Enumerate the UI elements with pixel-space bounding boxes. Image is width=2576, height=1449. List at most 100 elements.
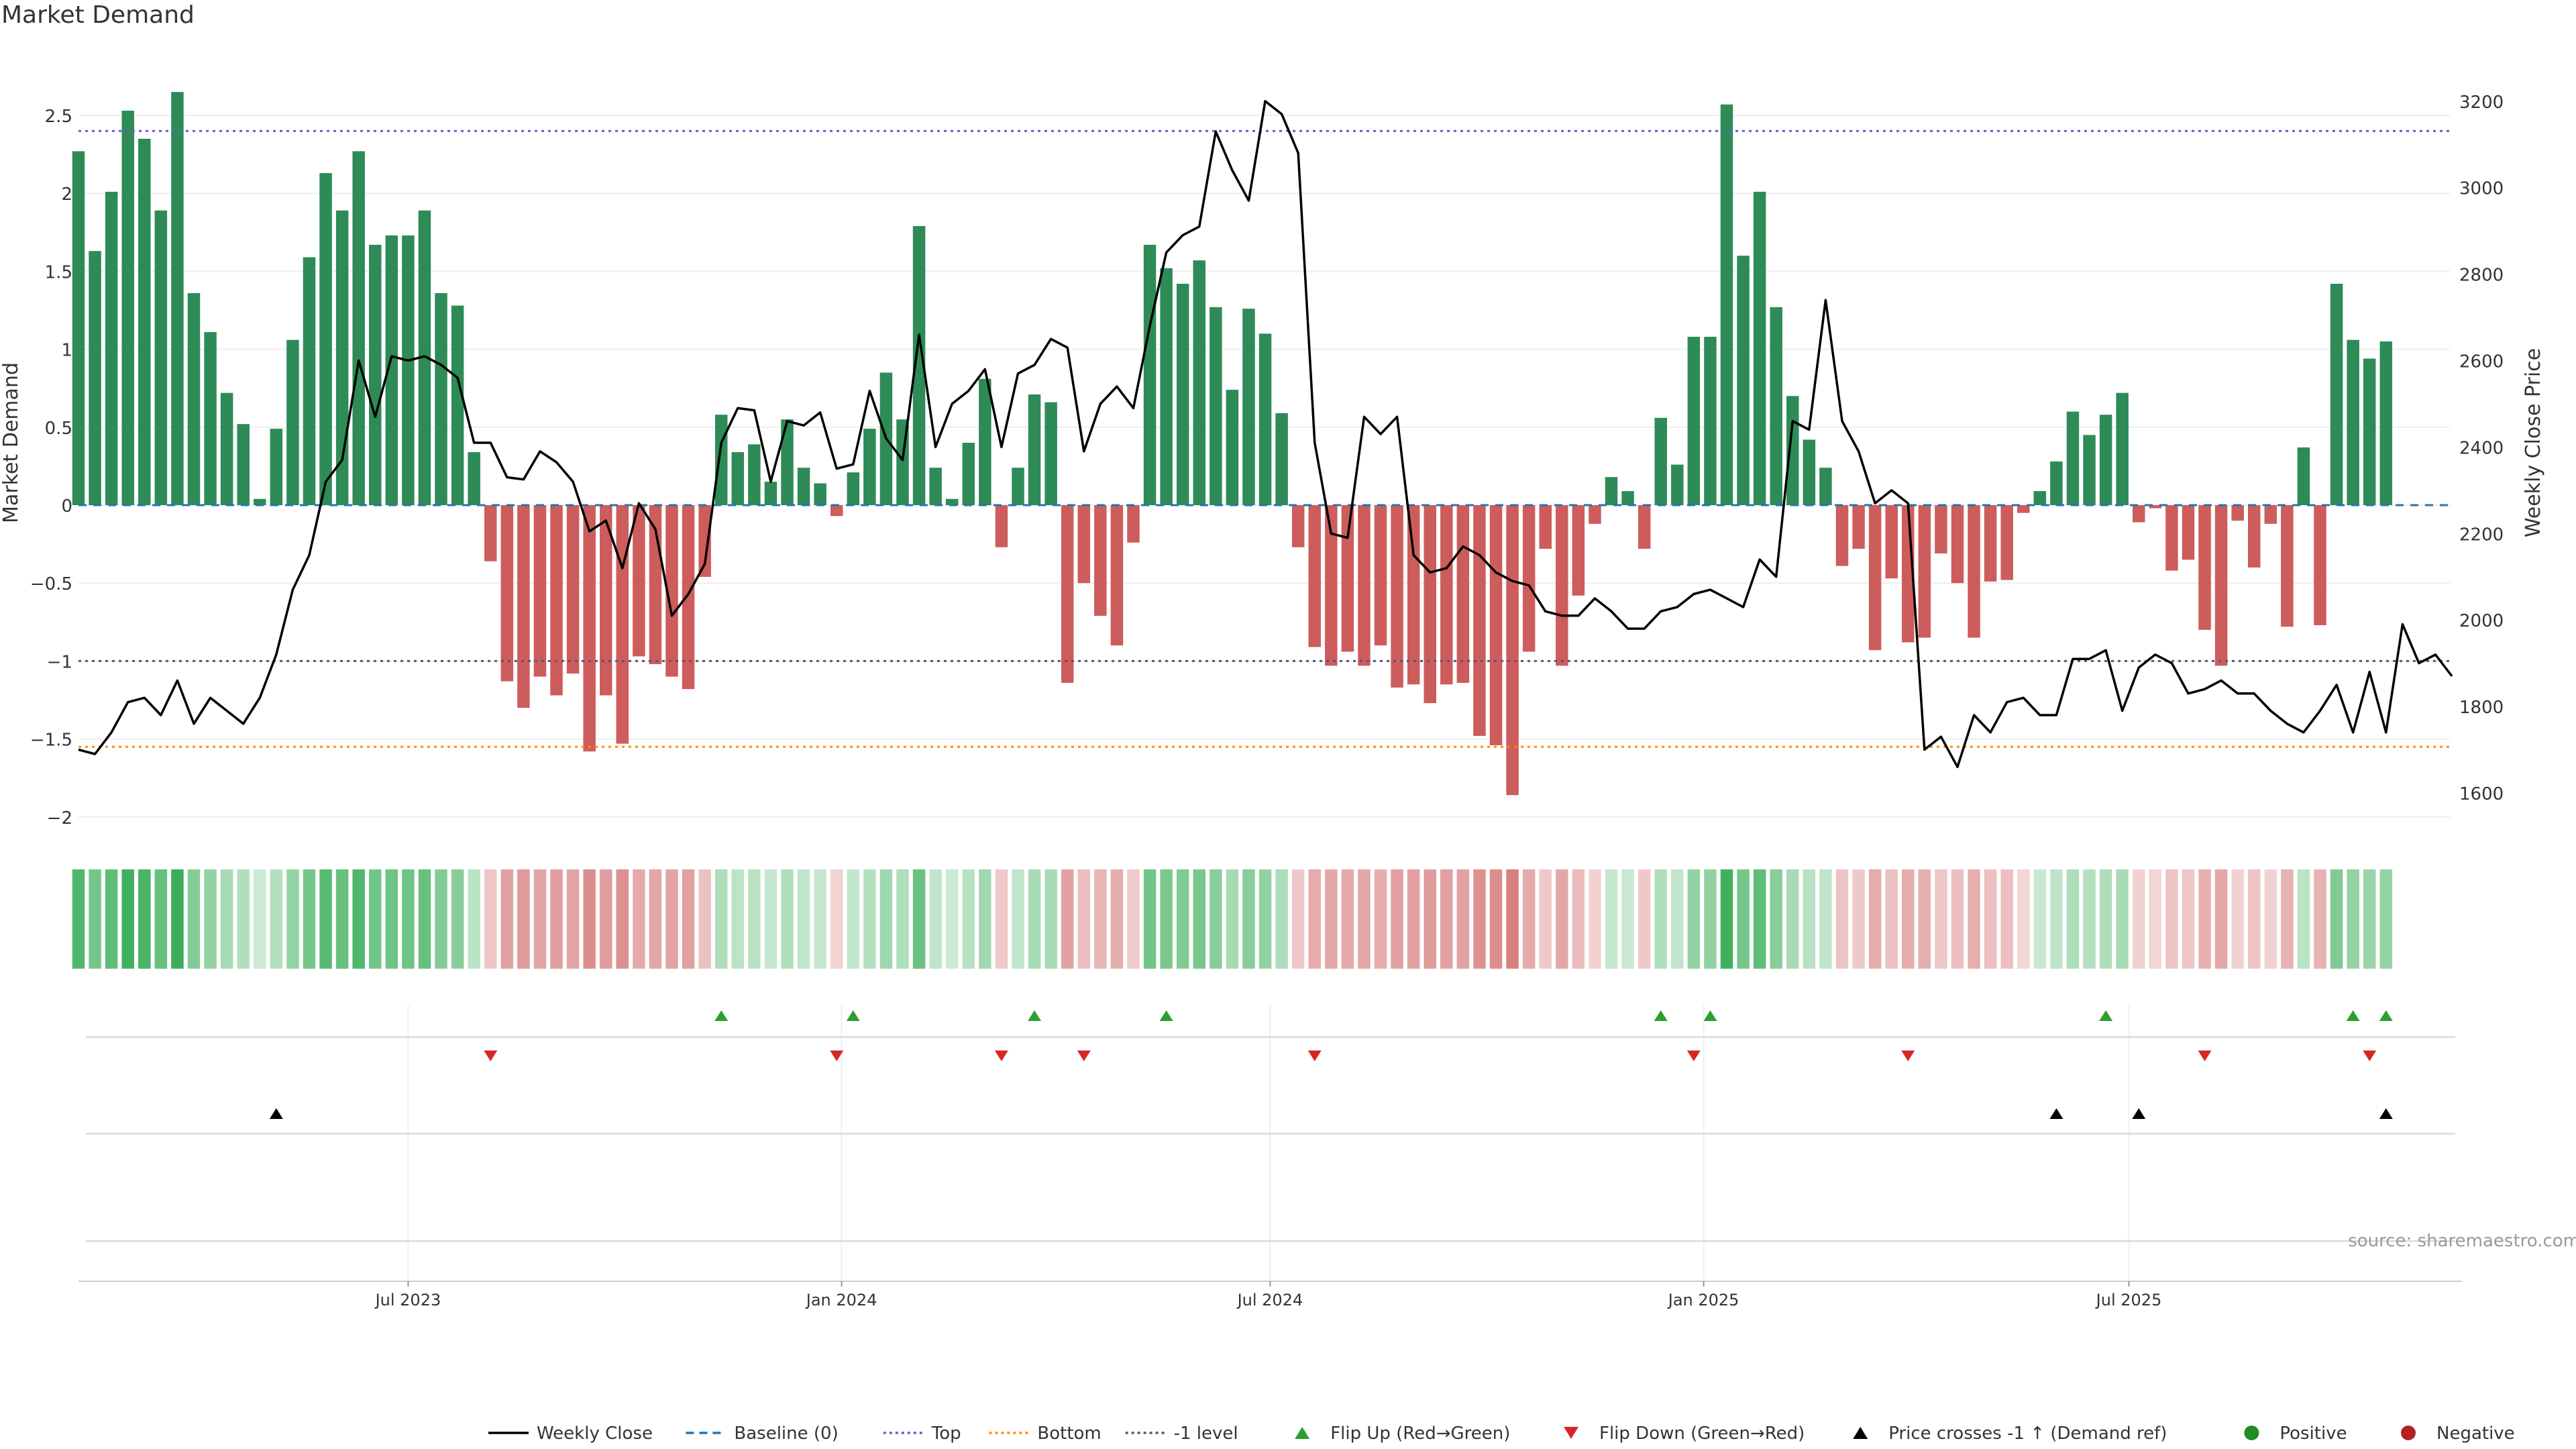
flip-down-marker [2198,1051,2212,1061]
heat-cell [1589,869,1601,969]
heat-cell [1885,869,1898,969]
heat-cell [2264,869,2277,969]
demand-bar [2066,411,2080,505]
demand-bar [1473,505,1486,736]
flip-down-marker [830,1051,844,1061]
heat-cell [566,869,580,969]
heat-cell [1391,869,1403,969]
heat-cell [1803,869,1816,969]
heat-cell [714,869,728,969]
demand-bar [1885,505,1898,579]
heat-cell [1621,869,1634,969]
heat-cell [89,869,101,969]
demand-bar [714,415,728,505]
left-tick-label: −1.5 [30,731,72,751]
legend-label: Bottom [1037,1424,1101,1444]
demand-bar [2149,505,2162,508]
right-tick-label: 2800 [2459,266,2504,286]
heat-cell [254,869,266,969]
demand-bar [599,505,612,696]
heat-cell [435,869,447,969]
demand-bar [1556,505,1568,666]
demand-bar [2330,283,2343,505]
demand-bar [1803,439,1816,505]
demand-bar [2017,505,2030,513]
heat-cell [665,869,678,969]
heat-cell [945,869,959,969]
demand-bar [814,483,826,505]
demand-bar [1720,104,1733,505]
demand-bar [1671,464,1684,505]
heat-cell [1770,869,1782,969]
left-tick-label: 2.5 [45,107,72,127]
demand-bar [748,444,761,505]
heat-cell [633,869,645,969]
x-tick-label: Jul 2025 [2095,1291,2162,1309]
heat-cell [1358,869,1371,969]
flip-down-marker [1901,1051,1915,1061]
heat-cell [1193,869,1206,969]
legend-label: Flip Up (Red→Green) [1330,1424,1510,1444]
demand-bar [1160,268,1173,505]
demand-bar [2083,435,2096,505]
demand-bar [1704,337,1717,505]
heat-cell [2133,869,2145,969]
demand-bar [1374,505,1387,646]
heat-cell [1753,869,1766,969]
demand-bar [1275,413,1288,505]
heat-cell [830,869,843,969]
heat-cell [731,869,745,969]
right-tick-label: 2200 [2459,525,2504,545]
heat-cell [237,869,250,969]
x-tick-label: Jan 2024 [805,1291,877,1309]
demand-bar [1638,505,1651,549]
heat-cell [2198,869,2211,969]
right-tick-label: 1800 [2459,698,2504,718]
demand-bar [2214,505,2228,666]
demand-bar [319,172,332,505]
heat-cell [1489,869,1503,969]
demand-bar [418,210,431,505]
heat-cell [2363,869,2376,969]
heat-cell [369,869,382,969]
heat-cell [748,869,761,969]
demand-bar [1044,402,1057,505]
demand-bar [2379,341,2393,505]
flip-down-marker [1686,1051,1701,1061]
demand-bar [1605,477,1618,505]
heat-cell [1671,869,1684,969]
demand-bar [583,505,596,752]
demand-bar [1226,390,1239,505]
demand-bar [1110,505,1124,646]
heat-cell [1918,869,1931,969]
heat-cell [286,869,299,969]
demand-bar [1358,505,1371,666]
demand-bar [435,292,447,505]
heat-cell [1638,869,1651,969]
heat-cell [72,869,85,969]
demand-bar [781,419,794,505]
heat-cell [1110,869,1124,969]
heat-cell [1061,869,1074,969]
heat-cell [2330,869,2343,969]
heat-cell [2066,869,2080,969]
flip-up-marker [2099,1010,2113,1021]
heat-cell [1226,869,1239,969]
heat-cell [1556,869,1568,969]
flip-up-marker [1028,1010,1042,1021]
heat-cell [2099,869,2112,969]
demand-bar [1968,505,1980,638]
heat-cell [319,869,332,969]
demand-bar [1440,505,1453,685]
heat-cell [2347,869,2359,969]
demand-bar [254,498,266,505]
heat-cell [1291,869,1305,969]
demand-bar [1456,505,1470,683]
legend-swatch [2244,1426,2259,1440]
demand-bar [1770,307,1782,505]
demand-bar [2297,447,2310,505]
demand-bar [1341,505,1354,652]
demand-bar [1539,505,1552,549]
heat-cell [517,869,530,969]
heat-cell [1968,869,1980,969]
